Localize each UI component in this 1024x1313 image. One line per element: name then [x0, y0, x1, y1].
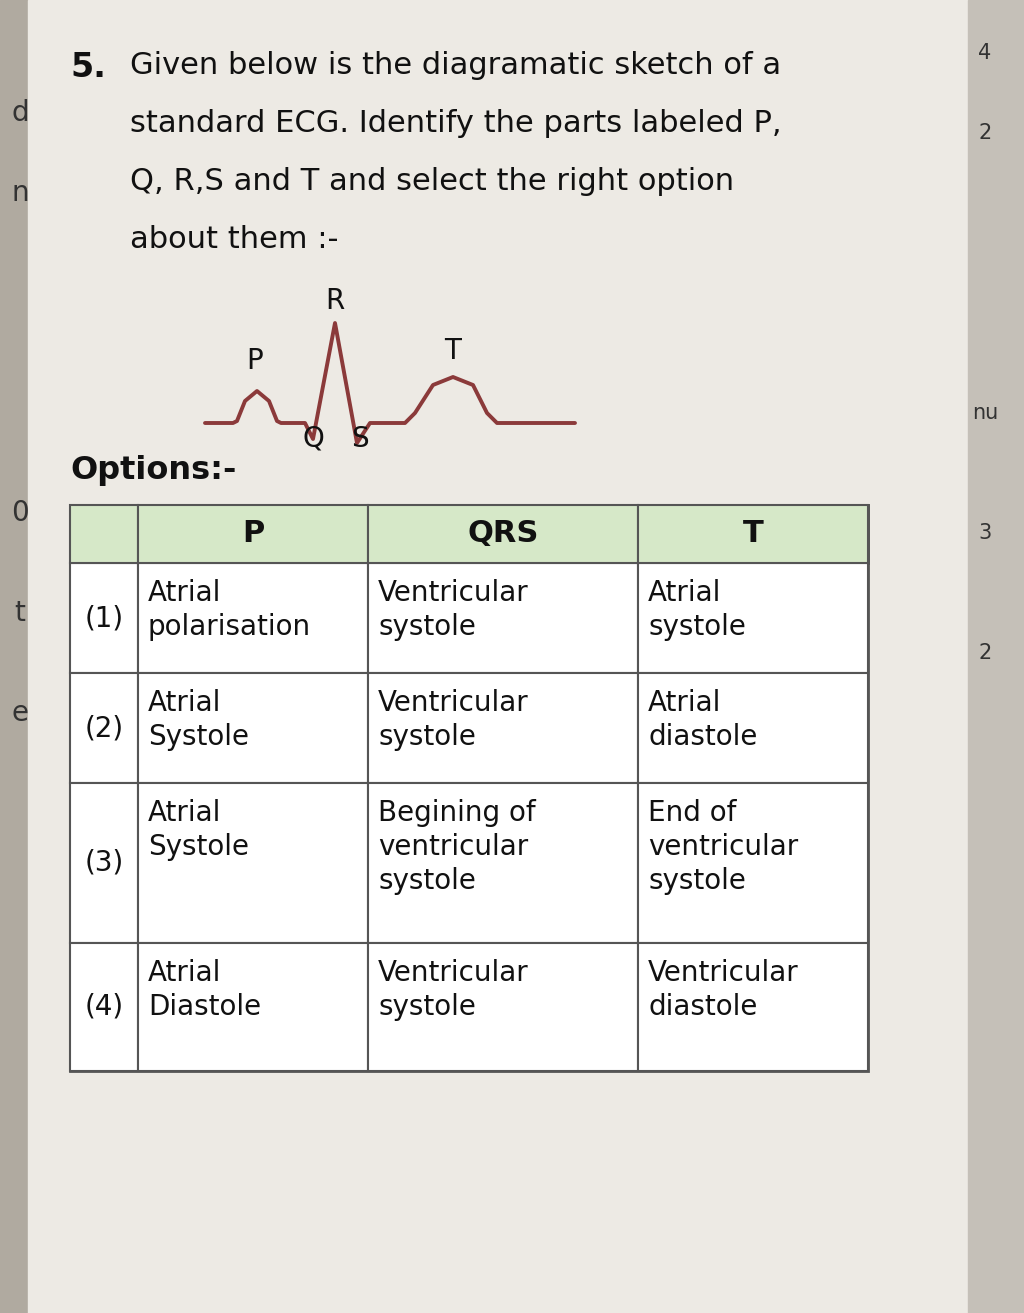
Bar — [70, 506, 138, 563]
Bar — [638, 783, 868, 943]
Text: Systole: Systole — [148, 723, 249, 751]
Text: R: R — [326, 288, 345, 315]
Text: End of: End of — [648, 800, 736, 827]
Text: 4: 4 — [978, 43, 991, 63]
Text: Atrial: Atrial — [648, 689, 721, 717]
Bar — [138, 674, 368, 783]
Text: Atrial: Atrial — [648, 579, 721, 607]
Text: (4): (4) — [84, 993, 124, 1022]
Bar — [368, 943, 638, 1071]
Text: d: d — [11, 98, 29, 127]
Bar — [968, 0, 1024, 1313]
Text: T: T — [742, 520, 763, 549]
Bar — [638, 563, 868, 674]
Bar — [368, 783, 638, 943]
Text: Atrial: Atrial — [148, 958, 221, 987]
Text: t: t — [14, 599, 26, 628]
Text: 3: 3 — [978, 523, 991, 544]
Text: (2): (2) — [84, 714, 124, 742]
Text: about them :-: about them :- — [130, 225, 339, 253]
Bar — [368, 563, 638, 674]
Text: diastole: diastole — [648, 723, 758, 751]
Bar — [368, 674, 638, 783]
Text: standard ECG. Identify the parts labeled P,: standard ECG. Identify the parts labeled… — [130, 109, 781, 138]
Text: systole: systole — [378, 723, 476, 751]
Text: ventricular: ventricular — [378, 832, 528, 861]
Text: Begining of: Begining of — [378, 800, 536, 827]
Text: S: S — [351, 425, 369, 453]
Text: systole: systole — [648, 867, 745, 895]
Text: P: P — [242, 520, 264, 549]
Text: ventricular: ventricular — [648, 832, 799, 861]
Text: T: T — [444, 337, 462, 365]
Text: e: e — [11, 699, 29, 727]
Text: Ventricular: Ventricular — [648, 958, 799, 987]
Text: diastole: diastole — [648, 993, 758, 1022]
Text: systole: systole — [378, 613, 476, 641]
Bar — [138, 943, 368, 1071]
Text: Options:-: Options:- — [70, 456, 237, 486]
Bar — [70, 506, 868, 563]
Text: Atrial: Atrial — [148, 800, 221, 827]
Bar — [368, 506, 638, 563]
Bar — [70, 674, 138, 783]
Bar — [70, 783, 138, 943]
Text: systole: systole — [378, 993, 476, 1022]
Bar — [138, 506, 368, 563]
Text: Ventricular: Ventricular — [378, 579, 528, 607]
Bar — [638, 943, 868, 1071]
Text: Q, R,S and T and select the right option: Q, R,S and T and select the right option — [130, 167, 734, 196]
Text: Ventricular: Ventricular — [378, 689, 528, 717]
Bar — [0, 0, 28, 1313]
Text: Systole: Systole — [148, 832, 249, 861]
Bar — [70, 506, 868, 1071]
Text: nu: nu — [972, 403, 998, 423]
Bar — [638, 506, 868, 563]
Text: (3): (3) — [84, 850, 124, 877]
Text: n: n — [11, 179, 29, 207]
Bar — [70, 563, 138, 674]
Text: 5.: 5. — [70, 51, 105, 84]
Text: 2: 2 — [978, 643, 991, 663]
Bar — [138, 563, 368, 674]
Text: Atrial: Atrial — [148, 689, 221, 717]
Text: (1): (1) — [84, 604, 124, 632]
Text: systole: systole — [648, 613, 745, 641]
Text: Q: Q — [302, 425, 324, 453]
Text: QRS: QRS — [467, 520, 539, 549]
Text: systole: systole — [378, 867, 476, 895]
Text: 2: 2 — [978, 123, 991, 143]
Text: Diastole: Diastole — [148, 993, 261, 1022]
Bar — [70, 943, 138, 1071]
Text: 0: 0 — [11, 499, 29, 527]
Bar — [638, 674, 868, 783]
Text: polarisation: polarisation — [148, 613, 311, 641]
Bar — [138, 783, 368, 943]
Text: Given below is the diagramatic sketch of a: Given below is the diagramatic sketch of… — [130, 51, 781, 80]
Text: Atrial: Atrial — [148, 579, 221, 607]
Text: Ventricular: Ventricular — [378, 958, 528, 987]
Text: P: P — [247, 347, 263, 376]
